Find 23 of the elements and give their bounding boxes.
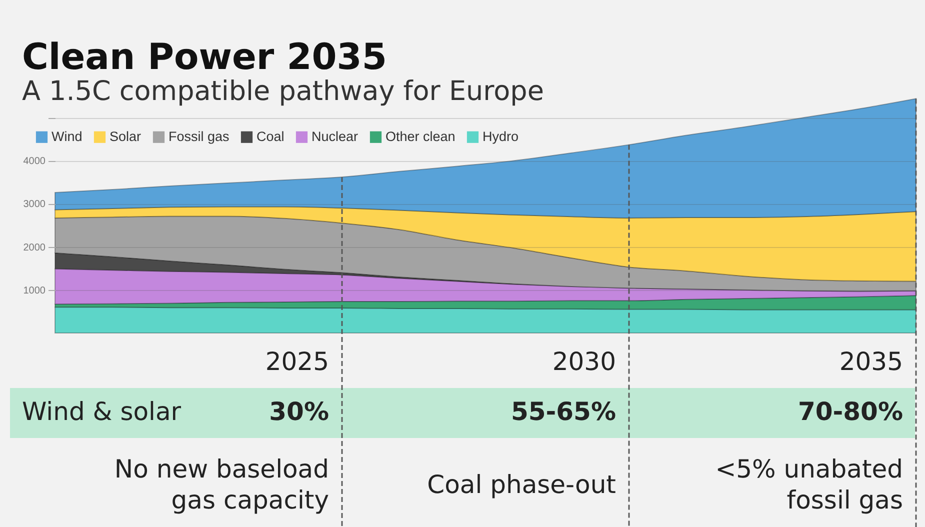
ref-line-label: 2030 bbox=[552, 347, 616, 376]
text: Wind & solar bbox=[22, 397, 182, 426]
ref-line-label: 2025 bbox=[265, 347, 329, 376]
text: 30% bbox=[269, 397, 329, 426]
y-tick-label: 4000 bbox=[23, 156, 46, 168]
legend-label: Coal bbox=[256, 129, 284, 144]
y-tick-label: 2000 bbox=[23, 242, 46, 254]
text: <5% unabated fossil gas bbox=[715, 454, 903, 514]
legend-label: Wind bbox=[52, 129, 82, 144]
legend-label: Hydro bbox=[482, 129, 519, 144]
text: No new baseload gas capacity bbox=[114, 454, 330, 514]
text: 55-65% bbox=[510, 397, 616, 426]
legend-label: Solar bbox=[110, 129, 142, 144]
legend-label: Fossil gas bbox=[168, 129, 230, 144]
y-tick-label: 3000 bbox=[23, 199, 46, 210]
y-tick-label: 1000 bbox=[23, 285, 46, 296]
legend-label: Nuclear bbox=[312, 129, 359, 144]
text: 70-80% bbox=[798, 397, 903, 426]
chart-subtitle: A 1.5C compatible pathway for Europe bbox=[22, 76, 544, 107]
ref-line-label: 2035 bbox=[839, 347, 903, 376]
legend-label: Other clean bbox=[386, 129, 456, 144]
chart-title: Clean Power 2035 bbox=[22, 37, 387, 78]
text: Coal phase-out bbox=[427, 470, 616, 499]
